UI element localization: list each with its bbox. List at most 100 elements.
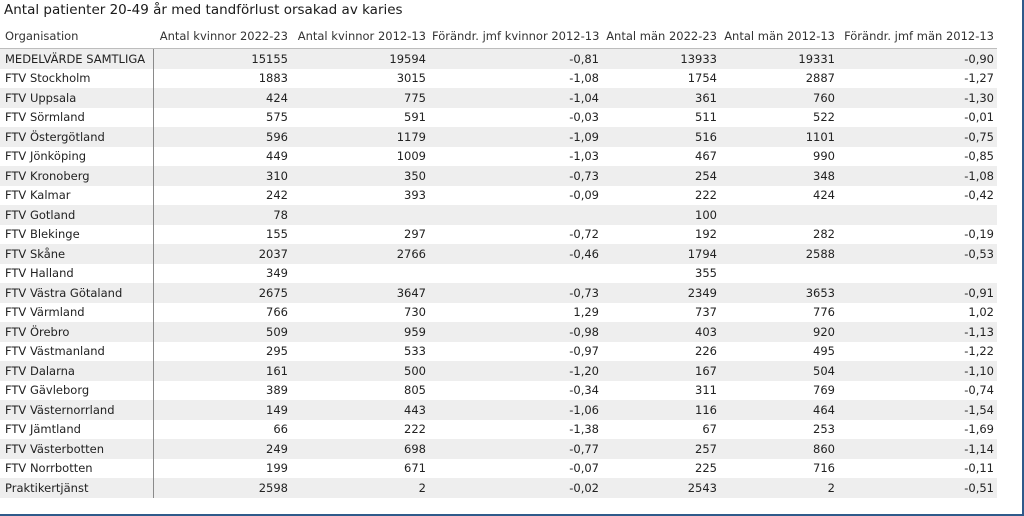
women-2022-23-cell: 15155: [153, 48, 291, 69]
organisation-cell: FTV Uppsala: [0, 88, 154, 108]
table-row: FTV Västerbotten 249 698 -0,77 257 860 -1,14: [0, 439, 997, 459]
women-2022-23-cell: 1883: [153, 68, 291, 88]
women-2012-13-cell: 533: [291, 341, 429, 361]
men-2022-23-cell: 511: [602, 107, 720, 127]
women-2022-23-cell: 449: [153, 146, 291, 166]
organisation-cell: FTV Örebro: [0, 322, 154, 342]
men-change-cell: -1,08: [838, 166, 997, 186]
men-2022-23-cell: 737: [602, 302, 720, 322]
organisation-cell: FTV Värmland: [0, 302, 154, 322]
women-change-cell: -1,06: [429, 400, 602, 420]
table-body: MEDELVÄRDE SAMTLIGA 15155 19594 -0,81 13933 1…: [0, 48, 997, 498]
men-change-cell: -0,85: [838, 146, 997, 166]
column-header-men-change[interactable]: Förändr. jmf män 2012-13: [838, 23, 997, 49]
women-2022-23-cell: 424: [153, 88, 291, 108]
women-2022-23-cell: 295: [153, 341, 291, 361]
organisation-cell: FTV Sörmland: [0, 107, 154, 127]
men-2022-23-cell: 467: [602, 146, 720, 166]
women-2022-23-cell: 389: [153, 380, 291, 400]
women-2012-13-cell: 297: [291, 224, 429, 244]
women-2012-13-cell: 3015: [291, 68, 429, 88]
column-header-men-2022-23[interactable]: Antal män 2022-23: [602, 23, 720, 49]
table-row: FTV Västra Götaland 2675 3647 -0,73 2349 3653…: [0, 283, 997, 303]
men-2012-13-cell: 424: [720, 185, 838, 205]
women-2022-23-cell: 66: [153, 419, 291, 439]
men-2022-23-cell: 2543: [602, 478, 720, 498]
table-row: FTV Västernorrland 149 443 -1,06 116 464 -1,54: [0, 400, 997, 420]
men-2012-13-cell: 348: [720, 166, 838, 186]
women-2012-13-cell: 19594: [291, 48, 429, 69]
women-change-cell: -0,97: [429, 341, 602, 361]
women-2012-13-cell: [291, 263, 429, 283]
men-2012-13-cell: 716: [720, 458, 838, 478]
men-change-cell: -0,74: [838, 380, 997, 400]
women-2012-13-cell: 591: [291, 107, 429, 127]
table-row: FTV Jönköping 449 1009 -1,03 467 990 -0,85: [0, 146, 997, 166]
men-2012-13-cell: 282: [720, 224, 838, 244]
women-change-cell: -0,73: [429, 283, 602, 303]
women-2012-13-cell: 350: [291, 166, 429, 186]
table-row: FTV Östergötland 596 1179 -1,09 516 1101 -0,75: [0, 127, 997, 147]
organisation-cell: FTV Halland: [0, 263, 154, 283]
women-2012-13-cell: 698: [291, 439, 429, 459]
organisation-cell: Praktikertjänst: [0, 478, 154, 498]
table-row: FTV Gävleborg 389 805 -0,34 311 769 -0,74: [0, 380, 997, 400]
men-change-cell: -1,14: [838, 439, 997, 459]
organisation-cell: FTV Jämtland: [0, 419, 154, 439]
men-change-cell: -1,54: [838, 400, 997, 420]
women-2022-23-cell: 78: [153, 205, 291, 225]
men-2012-13-cell: 2588: [720, 244, 838, 264]
men-2012-13-cell: 769: [720, 380, 838, 400]
men-change-cell: -0,11: [838, 458, 997, 478]
table-row: FTV Dalarna 161 500 -1,20 167 504 -1,10: [0, 361, 997, 381]
column-header-organisation[interactable]: Organisation: [0, 23, 153, 49]
column-header-men-2012-13[interactable]: Antal män 2012-13: [720, 23, 838, 49]
table-row: FTV Jämtland 66 222 -1,38 67 253 -1,69: [0, 419, 997, 439]
table-row: FTV Västmanland 295 533 -0,97 226 495 -1,22: [0, 341, 997, 361]
women-2012-13-cell: 730: [291, 302, 429, 322]
women-2012-13-cell: 1179: [291, 127, 429, 147]
patient-table: Organisation Antal kvinnor 2022-23 Antal…: [0, 23, 997, 498]
women-change-cell: -1,04: [429, 88, 602, 108]
table-row: FTV Uppsala 424 775 -1,04 361 760 -1,30: [0, 88, 997, 108]
women-change-cell: -0,98: [429, 322, 602, 342]
men-change-cell: -1,30: [838, 88, 997, 108]
women-2022-23-cell: 149: [153, 400, 291, 420]
column-header-women-change[interactable]: Förändr. jmf kvinnor 2012-13: [429, 23, 602, 49]
women-2012-13-cell: 222: [291, 419, 429, 439]
men-2012-13-cell: 2: [720, 478, 838, 498]
men-2022-23-cell: 355: [602, 263, 720, 283]
men-change-cell: -0,01: [838, 107, 997, 127]
women-2022-23-cell: 575: [153, 107, 291, 127]
men-change-cell: -1,13: [838, 322, 997, 342]
men-2022-23-cell: 116: [602, 400, 720, 420]
men-2022-23-cell: 311: [602, 380, 720, 400]
men-2012-13-cell: 1101: [720, 127, 838, 147]
women-change-cell: -1,09: [429, 127, 602, 147]
table-row: FTV Halland 349 355: [0, 263, 997, 283]
women-2012-13-cell: 805: [291, 380, 429, 400]
men-change-cell: -1,69: [838, 419, 997, 439]
table-row: FTV Kronoberg 310 350 -0,73 254 348 -1,08: [0, 166, 997, 186]
men-2022-23-cell: 225: [602, 458, 720, 478]
women-change-cell: -0,77: [429, 439, 602, 459]
organisation-cell: MEDELVÄRDE SAMTLIGA: [0, 48, 154, 69]
men-2022-23-cell: 67: [602, 419, 720, 439]
column-header-women-2012-13[interactable]: Antal kvinnor 2012-13: [291, 23, 429, 49]
organisation-cell: FTV Västra Götaland: [0, 283, 154, 303]
column-header-women-2022-23[interactable]: Antal kvinnor 2022-23: [153, 23, 291, 49]
men-change-cell: 1,02: [838, 302, 997, 322]
women-change-cell: -0,02: [429, 478, 602, 498]
table-row: FTV Gotland 78 100: [0, 205, 997, 225]
organisation-cell: FTV Gotland: [0, 205, 154, 225]
organisation-cell: FTV Västmanland: [0, 341, 154, 361]
table-row: FTV Sörmland 575 591 -0,03 511 522 -0,01: [0, 107, 997, 127]
women-2022-23-cell: 310: [153, 166, 291, 186]
women-change-cell: -0,07: [429, 458, 602, 478]
men-2022-23-cell: 192: [602, 224, 720, 244]
table-row: FTV Kalmar 242 393 -0,09 222 424 -0,42: [0, 185, 997, 205]
women-2022-23-cell: 349: [153, 263, 291, 283]
men-2022-23-cell: 13933: [602, 48, 720, 69]
men-2012-13-cell: 3653: [720, 283, 838, 303]
women-change-cell: -0,46: [429, 244, 602, 264]
